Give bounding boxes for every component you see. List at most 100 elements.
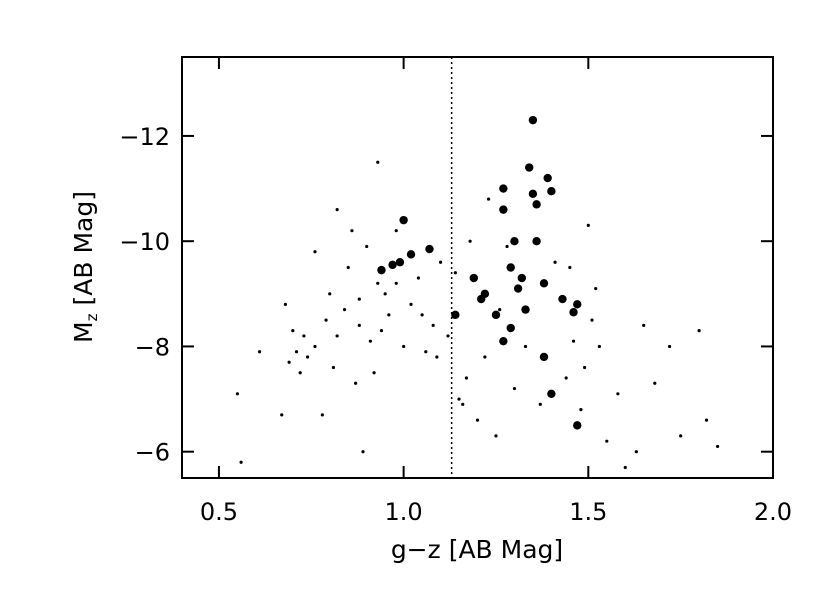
point <box>395 258 405 267</box>
point <box>383 292 387 296</box>
point <box>653 381 657 385</box>
point <box>342 308 347 312</box>
point <box>438 260 443 264</box>
point <box>354 381 358 385</box>
point <box>523 344 528 349</box>
point <box>394 281 398 285</box>
point <box>409 302 413 306</box>
point <box>679 434 683 438</box>
point <box>513 284 523 293</box>
point <box>510 236 519 246</box>
point <box>435 355 439 359</box>
point <box>634 450 638 454</box>
point <box>499 184 508 193</box>
point <box>506 323 515 333</box>
point <box>313 344 317 349</box>
point <box>298 371 302 375</box>
point <box>357 297 361 301</box>
point <box>491 310 501 320</box>
point <box>328 292 332 296</box>
x-axis-title: g−z [AB Mag] <box>391 535 563 564</box>
point <box>499 336 508 346</box>
point <box>538 402 542 406</box>
point <box>486 197 491 201</box>
point <box>715 444 720 449</box>
point <box>494 434 498 438</box>
point <box>464 376 469 380</box>
point <box>568 265 572 270</box>
point <box>399 215 408 225</box>
point <box>425 244 434 254</box>
point <box>335 334 339 338</box>
point <box>528 189 538 199</box>
point <box>406 250 416 259</box>
point <box>453 271 457 275</box>
point <box>525 163 534 172</box>
point <box>457 397 461 401</box>
point <box>394 229 398 233</box>
point <box>379 329 384 333</box>
point <box>475 418 480 422</box>
point <box>590 318 594 322</box>
point <box>368 339 372 343</box>
point <box>283 302 288 306</box>
point <box>376 160 380 164</box>
point <box>517 273 527 283</box>
point <box>579 407 583 412</box>
point <box>361 450 365 454</box>
point <box>280 413 284 417</box>
point <box>335 208 339 212</box>
point <box>324 318 328 322</box>
point <box>704 418 709 422</box>
point <box>605 439 609 443</box>
point <box>468 239 472 243</box>
point <box>528 115 538 125</box>
point <box>547 186 556 196</box>
point <box>331 365 336 370</box>
point <box>569 308 578 317</box>
point <box>305 355 310 359</box>
point <box>547 389 556 398</box>
point <box>498 308 502 312</box>
y-axis-symbol: M <box>69 321 98 343</box>
y-tick-label: −12 <box>119 123 170 151</box>
point <box>594 286 598 291</box>
point <box>506 263 515 272</box>
point <box>573 300 582 309</box>
point <box>257 350 262 354</box>
point <box>499 205 508 214</box>
point <box>291 329 295 333</box>
point <box>697 329 701 333</box>
point <box>667 344 672 349</box>
y-tick-label: −8 <box>135 333 170 361</box>
point <box>571 339 576 343</box>
point <box>642 323 646 327</box>
x-tick-label: 0.5 <box>200 498 238 526</box>
point <box>512 386 517 391</box>
point <box>235 392 240 396</box>
point <box>302 334 306 338</box>
point <box>532 200 541 209</box>
point <box>402 344 406 349</box>
point <box>461 402 465 406</box>
point <box>583 365 587 370</box>
point <box>313 250 317 254</box>
point <box>469 273 479 283</box>
point <box>377 265 386 275</box>
x-tick-label: 1.0 <box>385 498 423 526</box>
point <box>431 323 435 327</box>
point <box>294 350 299 354</box>
point <box>616 392 620 396</box>
point <box>446 334 450 338</box>
point <box>532 236 541 246</box>
point <box>505 244 509 249</box>
y-tick-label: −6 <box>135 439 170 467</box>
point <box>416 276 420 280</box>
point <box>376 281 380 285</box>
point <box>424 350 428 354</box>
point <box>387 313 391 317</box>
point <box>586 223 590 227</box>
point <box>372 371 376 375</box>
point <box>483 355 487 359</box>
